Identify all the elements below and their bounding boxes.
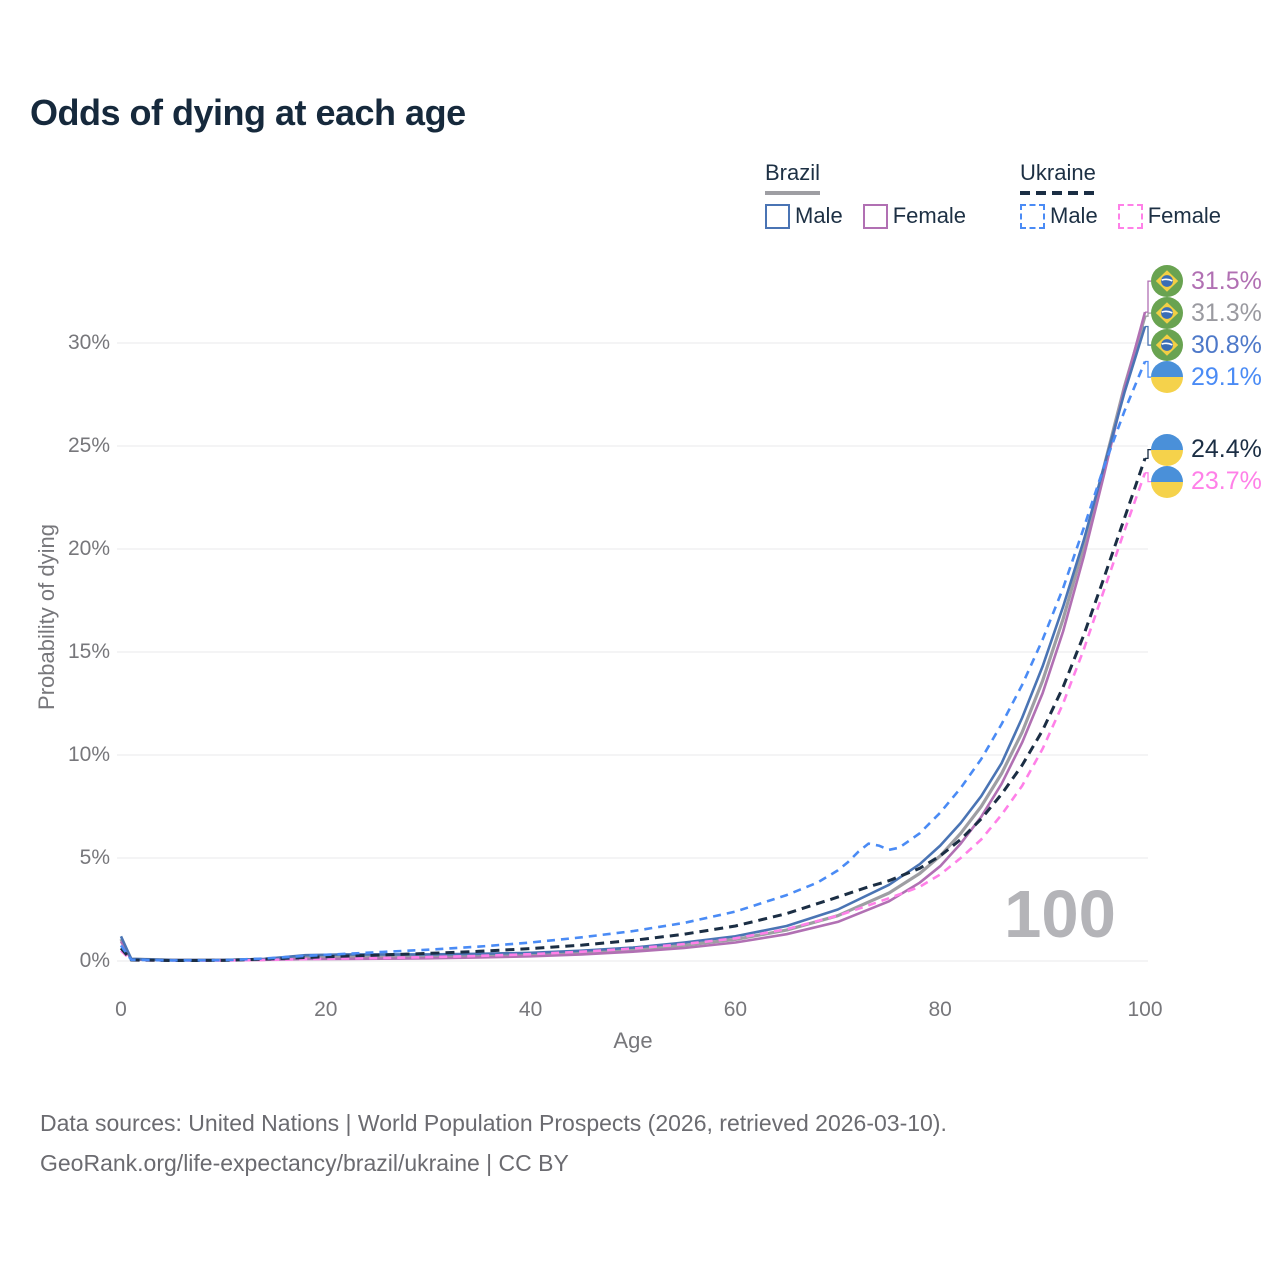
legend-item-label: Male (1050, 203, 1098, 228)
ukraine-flag-icon (1151, 433, 1183, 466)
end-value-label: 23.7% (1191, 467, 1262, 496)
series-line-ukraine-female[interactable] (120, 472, 1147, 962)
y-tick-label: 30% (67, 331, 110, 354)
end-label-connector (1145, 472, 1151, 483)
y-tick-label: 25% (67, 434, 110, 457)
legend-group-ukraine: Ukraine Male Female (1020, 160, 1221, 229)
legend-item-brazil-male[interactable]: Male (765, 203, 843, 229)
legend-item-brazil-female[interactable]: Female (862, 203, 967, 229)
legend-item-label: Female (1147, 203, 1222, 228)
series-line-brazil-male[interactable] (119, 326, 1147, 962)
footer-source-line: Data sources: United Nations | World Pop… (40, 1110, 947, 1136)
end-value-label: 29.1% (1191, 362, 1262, 391)
legend-swatch (765, 203, 790, 229)
legend-items-row: Male Female (1020, 203, 1221, 229)
ukraine-flag-icon (1151, 465, 1183, 498)
y-tick-label: 15% (67, 640, 110, 663)
x-tick-label: 0 (115, 998, 127, 1021)
legend-country-label: Brazil (765, 160, 821, 185)
y-tick-label: 0% (79, 949, 110, 972)
legend-country-underline (1020, 191, 1096, 195)
legend-item-label: Female (892, 203, 967, 228)
legend-item-label: Male (795, 203, 843, 228)
end-value-label: 31.5% (1191, 266, 1262, 295)
end-label-ukraine-both: 24.4% (1151, 433, 1262, 466)
end-label-brazil-both: 31.3% (1151, 297, 1262, 330)
legend-items-row: Male Female (765, 203, 966, 229)
legend-swatch (862, 203, 888, 229)
footer-license-line: GeoRank.org/life-expectancy/brazil/ukrai… (40, 1150, 569, 1176)
end-label-ukraine-male: 29.1% (1151, 361, 1262, 394)
page-title: Odds of dying at each age (30, 92, 466, 133)
series-line-ukraine-male[interactable] (119, 361, 1147, 962)
y-tick-label: 10% (67, 743, 110, 766)
end-label-brazil-male: 30.8% (1151, 329, 1262, 362)
end-value-label: 24.4% (1191, 435, 1262, 464)
end-label-connector (1145, 325, 1151, 346)
x-tick-label: 40 (518, 998, 543, 1021)
legend-group-brazil: Brazil Male Female (765, 160, 966, 229)
brazil-flag-icon (1151, 265, 1183, 298)
y-tick-label: 5% (79, 846, 110, 869)
x-tick-label: 80 (928, 998, 952, 1021)
x-tick-label: 20 (314, 998, 338, 1021)
legend-swatch (1117, 203, 1143, 229)
x-tick-label: 60 (723, 998, 748, 1021)
end-label-brazil-female: 31.5% (1151, 265, 1262, 298)
series-line-brazil-both[interactable] (119, 315, 1147, 962)
end-label-connector (1145, 448, 1151, 460)
age-watermark: 100 (1004, 877, 1116, 952)
y-tick-label: 20% (67, 537, 110, 560)
end-label-ukraine-female: 23.7% (1151, 465, 1262, 498)
end-label-connector (1145, 360, 1151, 378)
x-axis-label: Age (613, 1028, 653, 1053)
brazil-flag-icon (1151, 297, 1183, 330)
legend-country-underline (765, 191, 821, 195)
ukraine-flag-icon (1151, 361, 1183, 394)
brazil-flag-icon (1151, 329, 1183, 362)
end-value-label: 31.3% (1191, 298, 1262, 327)
legend-swatch (1020, 203, 1045, 229)
legend-item-ukraine-male[interactable]: Male (1020, 203, 1098, 229)
end-label-connector (1145, 280, 1151, 313)
series-line-brazil-female[interactable] (119, 311, 1147, 962)
x-tick-label: 100 (1127, 998, 1163, 1021)
legend-country: Ukraine (1020, 160, 1096, 195)
legend-country-label: Ukraine (1020, 160, 1096, 185)
legend-item-ukraine-female[interactable]: Female (1117, 203, 1222, 229)
end-value-label: 30.8% (1191, 330, 1262, 359)
end-label-connector (1145, 312, 1151, 317)
legend-country: Brazil (765, 160, 821, 195)
